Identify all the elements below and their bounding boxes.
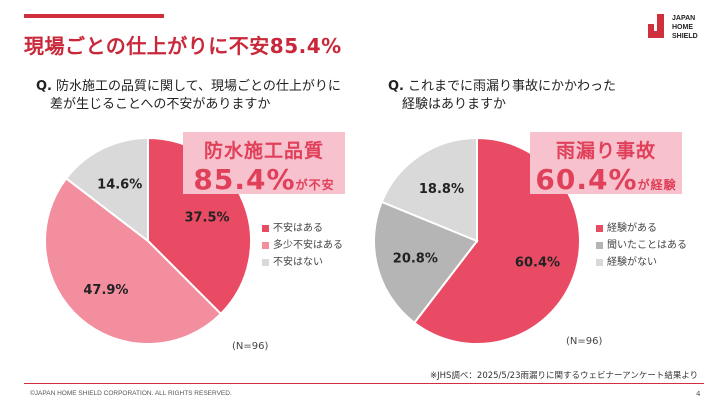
pie-slice-label: 20.8%: [393, 252, 438, 267]
legend-swatch: [262, 242, 269, 249]
company-logo: JAPAN HOME SHIELD: [648, 14, 698, 44]
jhs-logo-icon: [648, 14, 670, 44]
page-number: 4: [696, 390, 701, 398]
left-question: Q. 防水施工の品質に関して、現場ごとの仕上がりに 差が生じることへの不安がありま…: [36, 78, 341, 114]
title-accent-bar: [24, 14, 164, 18]
left-highlight-box: 防水施工品質 85.4%が不安: [183, 132, 345, 196]
copyright-text: ©JAPAN HOME SHIELD CORPORATION. ALL RIGH…: [30, 390, 232, 397]
legend-item: 多少不安はある: [262, 237, 343, 254]
legend-swatch: [262, 225, 269, 232]
right-highlight-box: 雨漏り事故 60.4%が経験: [530, 132, 682, 196]
pie-slice: [373, 200, 479, 325]
legend-item: 経験がない: [596, 254, 687, 271]
question-text-line2: 差が生じることへの不安がありますか: [50, 97, 271, 112]
legend-swatch: [596, 242, 603, 249]
legend-label: 不安はない: [273, 257, 323, 268]
pie-slice: [64, 136, 149, 244]
highlight-suffix: が経験: [637, 178, 677, 192]
left-sample-size: (N=96): [232, 341, 269, 352]
pie-slice-label: 60.4%: [515, 255, 560, 270]
right-sample-size: (N=96): [566, 336, 603, 347]
highlight-value: 85.4%: [193, 163, 296, 196]
highlight-value-row: 85.4%が不安: [183, 163, 345, 202]
highlight-value: 60.4%: [535, 163, 638, 196]
pie-slice-label: 14.6%: [97, 178, 142, 193]
footer-divider: [24, 383, 704, 384]
legend-swatch: [262, 259, 269, 266]
pie-slice-label: 47.9%: [83, 283, 128, 298]
right-question: Q. これまでに雨漏り事故にかかわった 経験はありますか: [388, 78, 616, 114]
logo-wordmark: JAPAN HOME SHIELD: [672, 15, 698, 40]
legend-swatch: [596, 259, 603, 266]
legend-label: 多少不安はある: [273, 240, 343, 251]
pie-slice: [380, 136, 478, 243]
question-text-line2: 経験はありますか: [402, 97, 507, 112]
legend-item: 聞いたことはある: [596, 237, 687, 254]
legend-label: 経験がある: [607, 223, 657, 234]
highlight-value-row: 60.4%が経験: [530, 163, 682, 202]
legend-item: 経験がある: [596, 220, 687, 237]
legend-swatch: [596, 225, 603, 232]
source-note: ※JHS調べ：2025/5/23雨漏りに関するウェビナーアンケート結果より: [430, 371, 699, 381]
pie-slice-label: 18.8%: [419, 182, 464, 197]
legend-label: 聞いたことはある: [607, 240, 687, 251]
right-legend: 経験がある聞いたことはある 経験がない: [596, 220, 687, 271]
highlight-title: 防水施工品質: [203, 140, 324, 162]
pie-slice-label: 37.5%: [184, 211, 229, 226]
legend-item: 不安はある: [262, 220, 343, 237]
question-text-line1: 防水施工の品質に関して、現場ごとの仕上がりに: [56, 79, 341, 94]
left-legend: 不安はある多少不安はある 不安はない: [262, 220, 343, 271]
slide-title: 現場ごとの仕上がりに不安85.4%: [24, 34, 342, 58]
question-text-line1: これまでに雨漏り事故にかかわった: [408, 79, 617, 94]
legend-label: 不安はある: [273, 223, 323, 234]
highlight-suffix: が不安: [295, 178, 335, 192]
highlight-title: 雨漏り事故: [555, 140, 656, 162]
q-mark: Q.: [388, 79, 404, 94]
legend-label: 経験がない: [607, 257, 657, 268]
pie-slice: [44, 176, 223, 345]
q-mark: Q.: [36, 79, 52, 94]
legend-item: 不安はない: [262, 254, 343, 271]
